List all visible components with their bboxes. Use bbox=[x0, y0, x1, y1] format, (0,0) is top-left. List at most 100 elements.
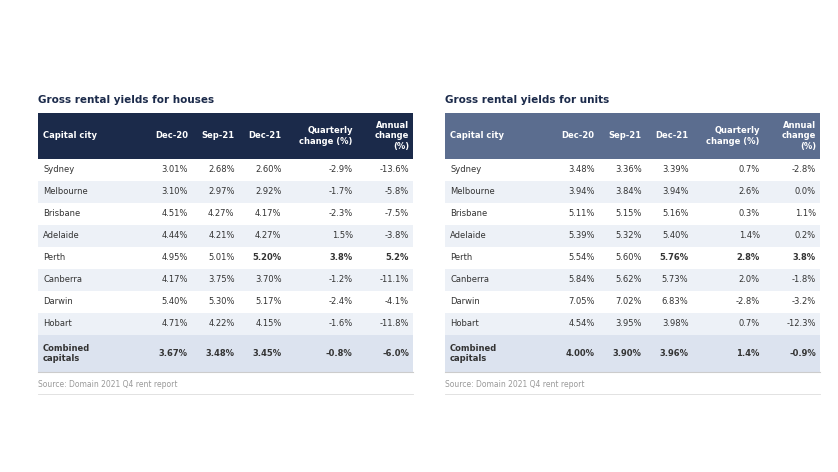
Text: Source: Domain 2021 Q4 rent report: Source: Domain 2021 Q4 rent report bbox=[38, 380, 178, 389]
Text: 2.0%: 2.0% bbox=[738, 276, 760, 285]
Text: -2.8%: -2.8% bbox=[792, 166, 816, 175]
Text: -3.8%: -3.8% bbox=[385, 231, 409, 241]
Bar bbox=[445, 269, 820, 291]
Text: 2.6%: 2.6% bbox=[738, 187, 760, 196]
Text: 5.84%: 5.84% bbox=[568, 276, 595, 285]
Text: Quarterly
change (%): Quarterly change (%) bbox=[299, 126, 353, 146]
Text: 2.68%: 2.68% bbox=[208, 166, 235, 175]
Text: 4.15%: 4.15% bbox=[255, 320, 282, 329]
Text: 3.8%: 3.8% bbox=[329, 253, 353, 262]
Text: 3.94%: 3.94% bbox=[568, 187, 595, 196]
Text: 0.3%: 0.3% bbox=[738, 210, 760, 219]
Text: Dec-20: Dec-20 bbox=[155, 132, 188, 141]
Text: Combined
capitals: Combined capitals bbox=[43, 345, 91, 363]
Text: 3.36%: 3.36% bbox=[615, 166, 642, 175]
Text: Annual
change
(%): Annual change (%) bbox=[782, 121, 816, 151]
Text: Sydney: Sydney bbox=[450, 166, 481, 175]
Text: 2.92%: 2.92% bbox=[255, 187, 282, 196]
Text: 4.95%: 4.95% bbox=[162, 253, 188, 262]
Bar bbox=[38, 291, 413, 313]
Text: -11.8%: -11.8% bbox=[380, 320, 409, 329]
Bar bbox=[38, 113, 413, 159]
Text: 5.60%: 5.60% bbox=[615, 253, 642, 262]
Text: -0.8%: -0.8% bbox=[326, 349, 353, 358]
Text: Annual
change
(%): Annual change (%) bbox=[375, 121, 409, 151]
Text: Adelaide: Adelaide bbox=[450, 231, 487, 241]
Text: 3.67%: 3.67% bbox=[158, 349, 188, 358]
Text: 6.83%: 6.83% bbox=[662, 297, 689, 306]
Text: Source: Domain 2021 Q4 rent report: Source: Domain 2021 Q4 rent report bbox=[445, 380, 584, 389]
Text: -7.5%: -7.5% bbox=[385, 210, 409, 219]
Text: -2.8%: -2.8% bbox=[736, 297, 760, 306]
Text: -1.7%: -1.7% bbox=[328, 187, 353, 196]
Text: 4.54%: 4.54% bbox=[568, 320, 595, 329]
Text: 0.2%: 0.2% bbox=[795, 231, 816, 241]
Text: -11.1%: -11.1% bbox=[380, 276, 409, 285]
Text: -1.2%: -1.2% bbox=[328, 276, 353, 285]
Text: 4.21%: 4.21% bbox=[209, 231, 235, 241]
Text: 5.40%: 5.40% bbox=[162, 297, 188, 306]
Text: 4.51%: 4.51% bbox=[162, 210, 188, 219]
Text: 0.7%: 0.7% bbox=[738, 166, 760, 175]
Text: Dec-20: Dec-20 bbox=[561, 132, 595, 141]
Bar bbox=[38, 181, 413, 203]
Text: 5.40%: 5.40% bbox=[662, 231, 689, 241]
Bar bbox=[38, 247, 413, 269]
Text: 3.95%: 3.95% bbox=[615, 320, 642, 329]
Text: 7.02%: 7.02% bbox=[615, 297, 642, 306]
Text: 4.27%: 4.27% bbox=[208, 210, 235, 219]
Bar bbox=[445, 159, 820, 181]
Text: 5.73%: 5.73% bbox=[662, 276, 689, 285]
Text: 4.17%: 4.17% bbox=[161, 276, 188, 285]
Text: 2.60%: 2.60% bbox=[255, 166, 282, 175]
Text: Sep-21: Sep-21 bbox=[201, 132, 235, 141]
Text: -0.9%: -0.9% bbox=[789, 349, 816, 358]
Text: Brisbane: Brisbane bbox=[450, 210, 487, 219]
Text: 7.05%: 7.05% bbox=[568, 297, 595, 306]
Text: 3.48%: 3.48% bbox=[205, 349, 235, 358]
Text: 5.20%: 5.20% bbox=[252, 253, 282, 262]
Text: -5.8%: -5.8% bbox=[385, 187, 409, 196]
Text: 1.5%: 1.5% bbox=[332, 231, 353, 241]
Text: 3.75%: 3.75% bbox=[208, 276, 235, 285]
Text: 3.10%: 3.10% bbox=[161, 187, 188, 196]
Text: Melbourne: Melbourne bbox=[43, 187, 88, 196]
Text: 3.39%: 3.39% bbox=[662, 166, 689, 175]
Text: Darwin: Darwin bbox=[43, 297, 73, 306]
Text: 1.4%: 1.4% bbox=[737, 349, 760, 358]
Bar bbox=[38, 313, 413, 335]
Text: Darwin: Darwin bbox=[450, 297, 479, 306]
Text: Capital city: Capital city bbox=[450, 132, 504, 141]
Text: Melbourne: Melbourne bbox=[450, 187, 494, 196]
Text: 5.11%: 5.11% bbox=[568, 210, 595, 219]
Text: Gross rental yields for units: Gross rental yields for units bbox=[445, 95, 609, 105]
Bar bbox=[445, 291, 820, 313]
Text: 5.01%: 5.01% bbox=[209, 253, 235, 262]
Text: 3.98%: 3.98% bbox=[662, 320, 689, 329]
Bar bbox=[445, 313, 820, 335]
Text: 4.00%: 4.00% bbox=[566, 349, 595, 358]
Text: 5.62%: 5.62% bbox=[615, 276, 642, 285]
Bar bbox=[445, 203, 820, 225]
Bar bbox=[38, 159, 413, 181]
Text: 3.48%: 3.48% bbox=[568, 166, 595, 175]
Text: 5.30%: 5.30% bbox=[208, 297, 235, 306]
Text: Canberra: Canberra bbox=[43, 276, 82, 285]
Text: Sep-21: Sep-21 bbox=[608, 132, 642, 141]
Bar bbox=[38, 335, 413, 372]
Text: 5.76%: 5.76% bbox=[660, 253, 689, 262]
Text: Perth: Perth bbox=[450, 253, 473, 262]
Text: 4.71%: 4.71% bbox=[161, 320, 188, 329]
Text: Hobart: Hobart bbox=[450, 320, 478, 329]
Text: -2.9%: -2.9% bbox=[328, 166, 353, 175]
Text: 3.8%: 3.8% bbox=[793, 253, 816, 262]
Text: Sydney: Sydney bbox=[43, 166, 75, 175]
Text: 3.70%: 3.70% bbox=[255, 276, 282, 285]
Text: 0.0%: 0.0% bbox=[795, 187, 816, 196]
Bar bbox=[445, 247, 820, 269]
Text: 1.1%: 1.1% bbox=[795, 210, 816, 219]
Text: -3.2%: -3.2% bbox=[792, 297, 816, 306]
Bar bbox=[38, 203, 413, 225]
Text: 4.22%: 4.22% bbox=[209, 320, 235, 329]
Text: 3.94%: 3.94% bbox=[662, 187, 689, 196]
